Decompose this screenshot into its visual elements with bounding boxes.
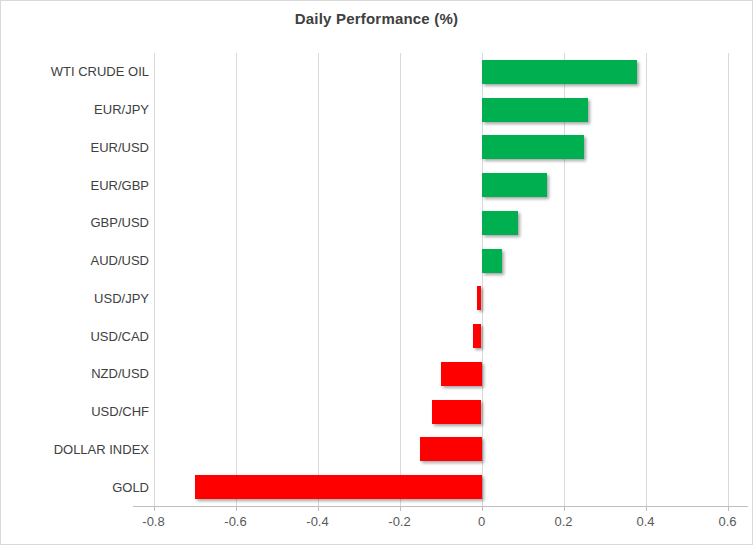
tick-label: 0.4 bbox=[636, 514, 654, 529]
tick-mark bbox=[564, 506, 565, 511]
category-label: EUR/JPY bbox=[1, 91, 149, 129]
gridline bbox=[318, 53, 319, 506]
tick-label: -0.4 bbox=[306, 514, 328, 529]
tick-label: -0.6 bbox=[224, 514, 246, 529]
chart-bar bbox=[482, 60, 638, 84]
tick-mark bbox=[318, 506, 319, 511]
gridline bbox=[728, 53, 729, 506]
category-label: WTI CRUDE OIL bbox=[1, 53, 149, 91]
tick-mark bbox=[482, 506, 483, 511]
chart-bar bbox=[473, 324, 481, 348]
chart-bar bbox=[482, 211, 519, 235]
gridline bbox=[236, 53, 237, 506]
gridline bbox=[646, 53, 647, 506]
tick-mark bbox=[400, 506, 401, 511]
chart-bar bbox=[432, 400, 481, 424]
chart-bar bbox=[482, 135, 585, 159]
category-label: USD/CAD bbox=[1, 317, 149, 355]
tick-mark bbox=[646, 506, 647, 511]
gridline bbox=[400, 53, 401, 506]
chart-bar bbox=[482, 173, 548, 197]
category-label: NZD/USD bbox=[1, 355, 149, 393]
chart-bar bbox=[441, 362, 482, 386]
tick-label: -0.8 bbox=[142, 514, 164, 529]
tick-mark bbox=[236, 506, 237, 511]
category-label: USD/CHF bbox=[1, 393, 149, 431]
category-axis-labels: WTI CRUDE OILEUR/JPYEUR/USDEUR/GBPGBP/US… bbox=[1, 53, 149, 506]
plot-area bbox=[133, 53, 748, 506]
chart-bar bbox=[482, 249, 503, 273]
chart-bar bbox=[482, 98, 589, 122]
chart-bar bbox=[477, 286, 481, 310]
chart-bar bbox=[195, 475, 482, 499]
category-label: GBP/USD bbox=[1, 204, 149, 242]
category-label: GOLD bbox=[1, 468, 149, 506]
category-label: EUR/USD bbox=[1, 129, 149, 167]
tick-label: 0 bbox=[478, 514, 485, 529]
tick-label: 0.6 bbox=[718, 514, 736, 529]
category-label: DOLLAR INDEX bbox=[1, 431, 149, 469]
tick-label: -0.2 bbox=[388, 514, 410, 529]
category-label: USD/JPY bbox=[1, 280, 149, 318]
tick-label: 0.2 bbox=[554, 514, 572, 529]
tick-mark bbox=[728, 506, 729, 511]
chart-title: Daily Performance (%) bbox=[1, 10, 752, 27]
daily-performance-chart: Daily Performance (%) WTI CRUDE OILEUR/J… bbox=[0, 0, 753, 545]
category-label: AUD/USD bbox=[1, 242, 149, 280]
chart-bar bbox=[420, 437, 482, 461]
gridline bbox=[154, 53, 155, 506]
category-label: EUR/GBP bbox=[1, 166, 149, 204]
x-axis-ticks: -0.8 -0.6 -0.4 -0.2 0 0.2 0.4 0.6 bbox=[133, 506, 748, 536]
tick-mark bbox=[154, 506, 155, 511]
